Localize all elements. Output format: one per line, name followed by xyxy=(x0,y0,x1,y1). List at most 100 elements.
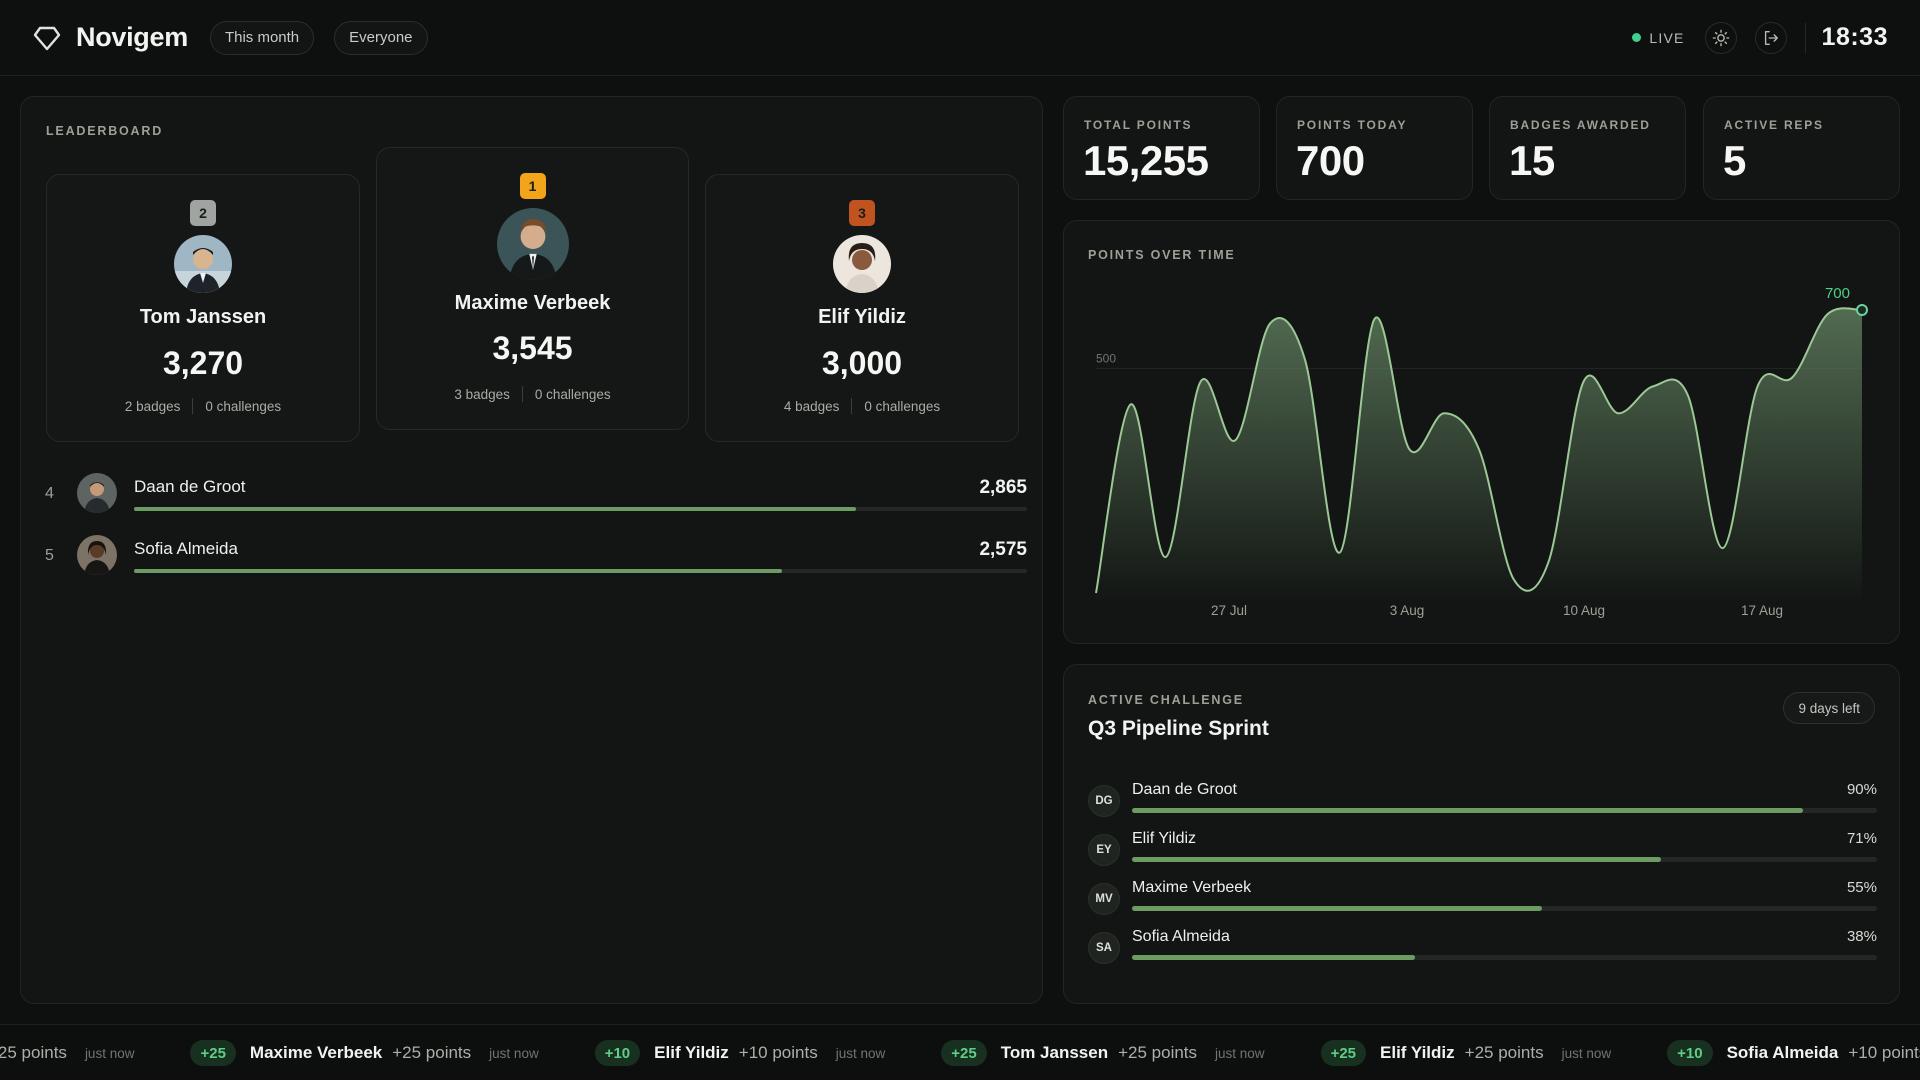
participant-name: Elif Yildiz xyxy=(1132,830,1197,847)
progress-bar-fill xyxy=(1132,955,1416,960)
stat-card-points-today: POINTS TODAY 700 xyxy=(1276,96,1473,200)
challenge-count: 0 challenges xyxy=(864,398,941,414)
initials-avatar: MV xyxy=(1088,883,1120,915)
leaderboard-title: LEADERBOARD xyxy=(46,124,164,138)
podium-name: Maxime Verbeek xyxy=(454,292,611,314)
area-chart: 500 700 27 Jul 3 Aug 10 Aug 17 Aug xyxy=(1095,285,1868,618)
challenge-count: 0 challenges xyxy=(205,398,282,414)
meta-divider xyxy=(851,398,853,414)
header-divider xyxy=(1804,22,1806,53)
leaderboard-row[interactable]: 4 Daan de Groot 2,865 xyxy=(41,473,1027,523)
podium-name: Tom Janssen xyxy=(139,306,267,328)
points-delta-badge: +10 xyxy=(1667,1040,1713,1066)
avatar xyxy=(77,473,117,513)
last-value-label: 700 xyxy=(1825,285,1850,302)
ticker-item: +25 points just now xyxy=(0,1043,134,1063)
challenge-participant[interactable]: DG Daan de Groot 90% xyxy=(1088,781,1877,821)
stat-label: ACTIVE REPS xyxy=(1724,118,1824,132)
progress-bar xyxy=(1132,857,1877,862)
ticker-name: Tom Janssen xyxy=(1000,1043,1109,1062)
progress-bar xyxy=(1132,906,1877,911)
points-over-time-chart: POINTS OVER TIME 500 700 27 Jul 3 Aug 10 Aug… xyxy=(1063,220,1900,644)
podium-score: 3,270 xyxy=(162,345,244,381)
score-bar-fill xyxy=(134,507,856,511)
podium-card-rank-2[interactable]: 2 Tom Janssen 3,270 2 badges 0 challenge… xyxy=(46,174,360,442)
logout-icon xyxy=(1764,30,1778,45)
chart-title: POINTS OVER TIME xyxy=(1088,248,1236,262)
top-bar: Novigem This month Everyone LIVE xyxy=(0,0,1920,76)
ticker-name: Sofia Almeida xyxy=(1726,1043,1839,1062)
challenge-participant[interactable]: SA Sofia Almeida 38% xyxy=(1088,928,1877,968)
score-bar-fill xyxy=(134,569,783,573)
x-tick-label: 10 Aug xyxy=(1563,603,1605,618)
row-score: 2,575 xyxy=(979,539,1027,560)
ticker-item: +25 Maxime Verbeek +25 points just now xyxy=(190,1040,539,1066)
ticker-time: just now xyxy=(84,1045,135,1061)
progress-bar-fill xyxy=(1132,808,1803,813)
clock: 18:33 xyxy=(1821,23,1888,51)
ticker-points: +25 points xyxy=(1464,1043,1544,1062)
podium-meta: 3 badges 0 challenges xyxy=(377,386,688,402)
app-name: Novigem xyxy=(76,22,188,52)
row-score: 2,865 xyxy=(979,477,1027,498)
ticker-name: Elif Yildiz xyxy=(1380,1043,1455,1062)
ticker-name: Elif Yildiz xyxy=(654,1043,729,1062)
podium-score: 3,545 xyxy=(492,330,573,366)
live-label: LIVE xyxy=(1649,29,1685,46)
ticker-points: +25 points xyxy=(392,1043,472,1062)
ticker-time: just now xyxy=(835,1045,886,1061)
stat-card-total-points: TOTAL POINTS 15,255 xyxy=(1063,96,1260,200)
ticker-points: +25 points xyxy=(1118,1043,1198,1062)
rank-badge: 3 xyxy=(849,200,875,226)
initials-avatar: DG xyxy=(1088,785,1120,817)
participant-percent: 55% xyxy=(1846,879,1877,896)
challenge-participant[interactable]: MV Maxime Verbeek 55% xyxy=(1088,879,1877,919)
badge-count: 3 badges xyxy=(454,386,510,402)
ticker-time: just now xyxy=(1561,1045,1612,1061)
theme-toggle-button[interactable] xyxy=(1704,21,1737,54)
score-bar xyxy=(134,569,1027,573)
meta-divider xyxy=(521,386,523,402)
leaderboard-row[interactable]: 5 Sofia Almeida 2,575 xyxy=(41,535,1027,585)
ticker-points: +10 points xyxy=(1848,1043,1920,1062)
podium-name: Elif Yildiz xyxy=(818,306,906,328)
stat-label: TOTAL POINTS xyxy=(1084,118,1193,132)
participant-percent: 38% xyxy=(1846,928,1877,945)
participant-name: Sofia Almeida xyxy=(1132,928,1230,945)
progress-bar-fill xyxy=(1132,906,1542,911)
last-point-marker[interactable] xyxy=(1856,303,1868,316)
points-delta-badge: +25 xyxy=(1320,1040,1367,1066)
audience-filter[interactable]: Everyone xyxy=(334,20,428,55)
area-fill xyxy=(1096,308,1862,598)
days-left-badge: 9 days left xyxy=(1783,692,1875,724)
ticker-points: +25 points xyxy=(0,1043,67,1062)
logout-button[interactable] xyxy=(1754,21,1787,54)
participant-percent: 71% xyxy=(1846,830,1877,847)
active-challenge-panel: ACTIVE CHALLENGE Q3 Pipeline Sprint 9 da… xyxy=(1063,664,1900,1004)
series-line xyxy=(1095,307,1863,594)
brand[interactable]: Novigem xyxy=(32,22,188,53)
ticker-time: just now xyxy=(489,1045,539,1061)
leaderboard-panel: LEADERBOARD 2 Tom Janssen 3,270 2 badges… xyxy=(20,96,1043,1004)
challenge-participant[interactable]: EY Elif Yildiz 71% xyxy=(1088,830,1877,870)
podium-card-rank-3[interactable]: 3 Elif Yildiz 3,000 4 badges 0 challenge… xyxy=(705,174,1019,442)
row-rank: 4 xyxy=(45,485,54,502)
initials-avatar: EY xyxy=(1088,834,1120,866)
points-delta-badge: +25 xyxy=(941,1040,987,1066)
diamond-logo-icon xyxy=(33,26,61,50)
podium-meta: 4 badges 0 challenges xyxy=(706,398,1018,414)
stat-value: 15,255 xyxy=(1083,137,1209,184)
initials-avatar: SA xyxy=(1088,932,1120,964)
ticker-item: +25 Elif Yildiz +25 points just now xyxy=(1320,1040,1612,1066)
avatar xyxy=(496,208,569,280)
podium-card-rank-1[interactable]: 1 Maxime Verbeek 3,545 3 badges 0 challe… xyxy=(376,147,689,430)
stat-value: 700 xyxy=(1296,137,1365,184)
period-filter[interactable]: This month xyxy=(209,20,315,55)
avatar xyxy=(833,235,891,293)
meta-divider xyxy=(192,398,194,414)
stat-card-active-reps: ACTIVE REPS 5 xyxy=(1703,96,1900,200)
podium-meta: 2 badges 0 challenges xyxy=(47,398,359,414)
badge-count: 2 badges xyxy=(124,398,181,414)
progress-bar-fill xyxy=(1132,857,1661,862)
